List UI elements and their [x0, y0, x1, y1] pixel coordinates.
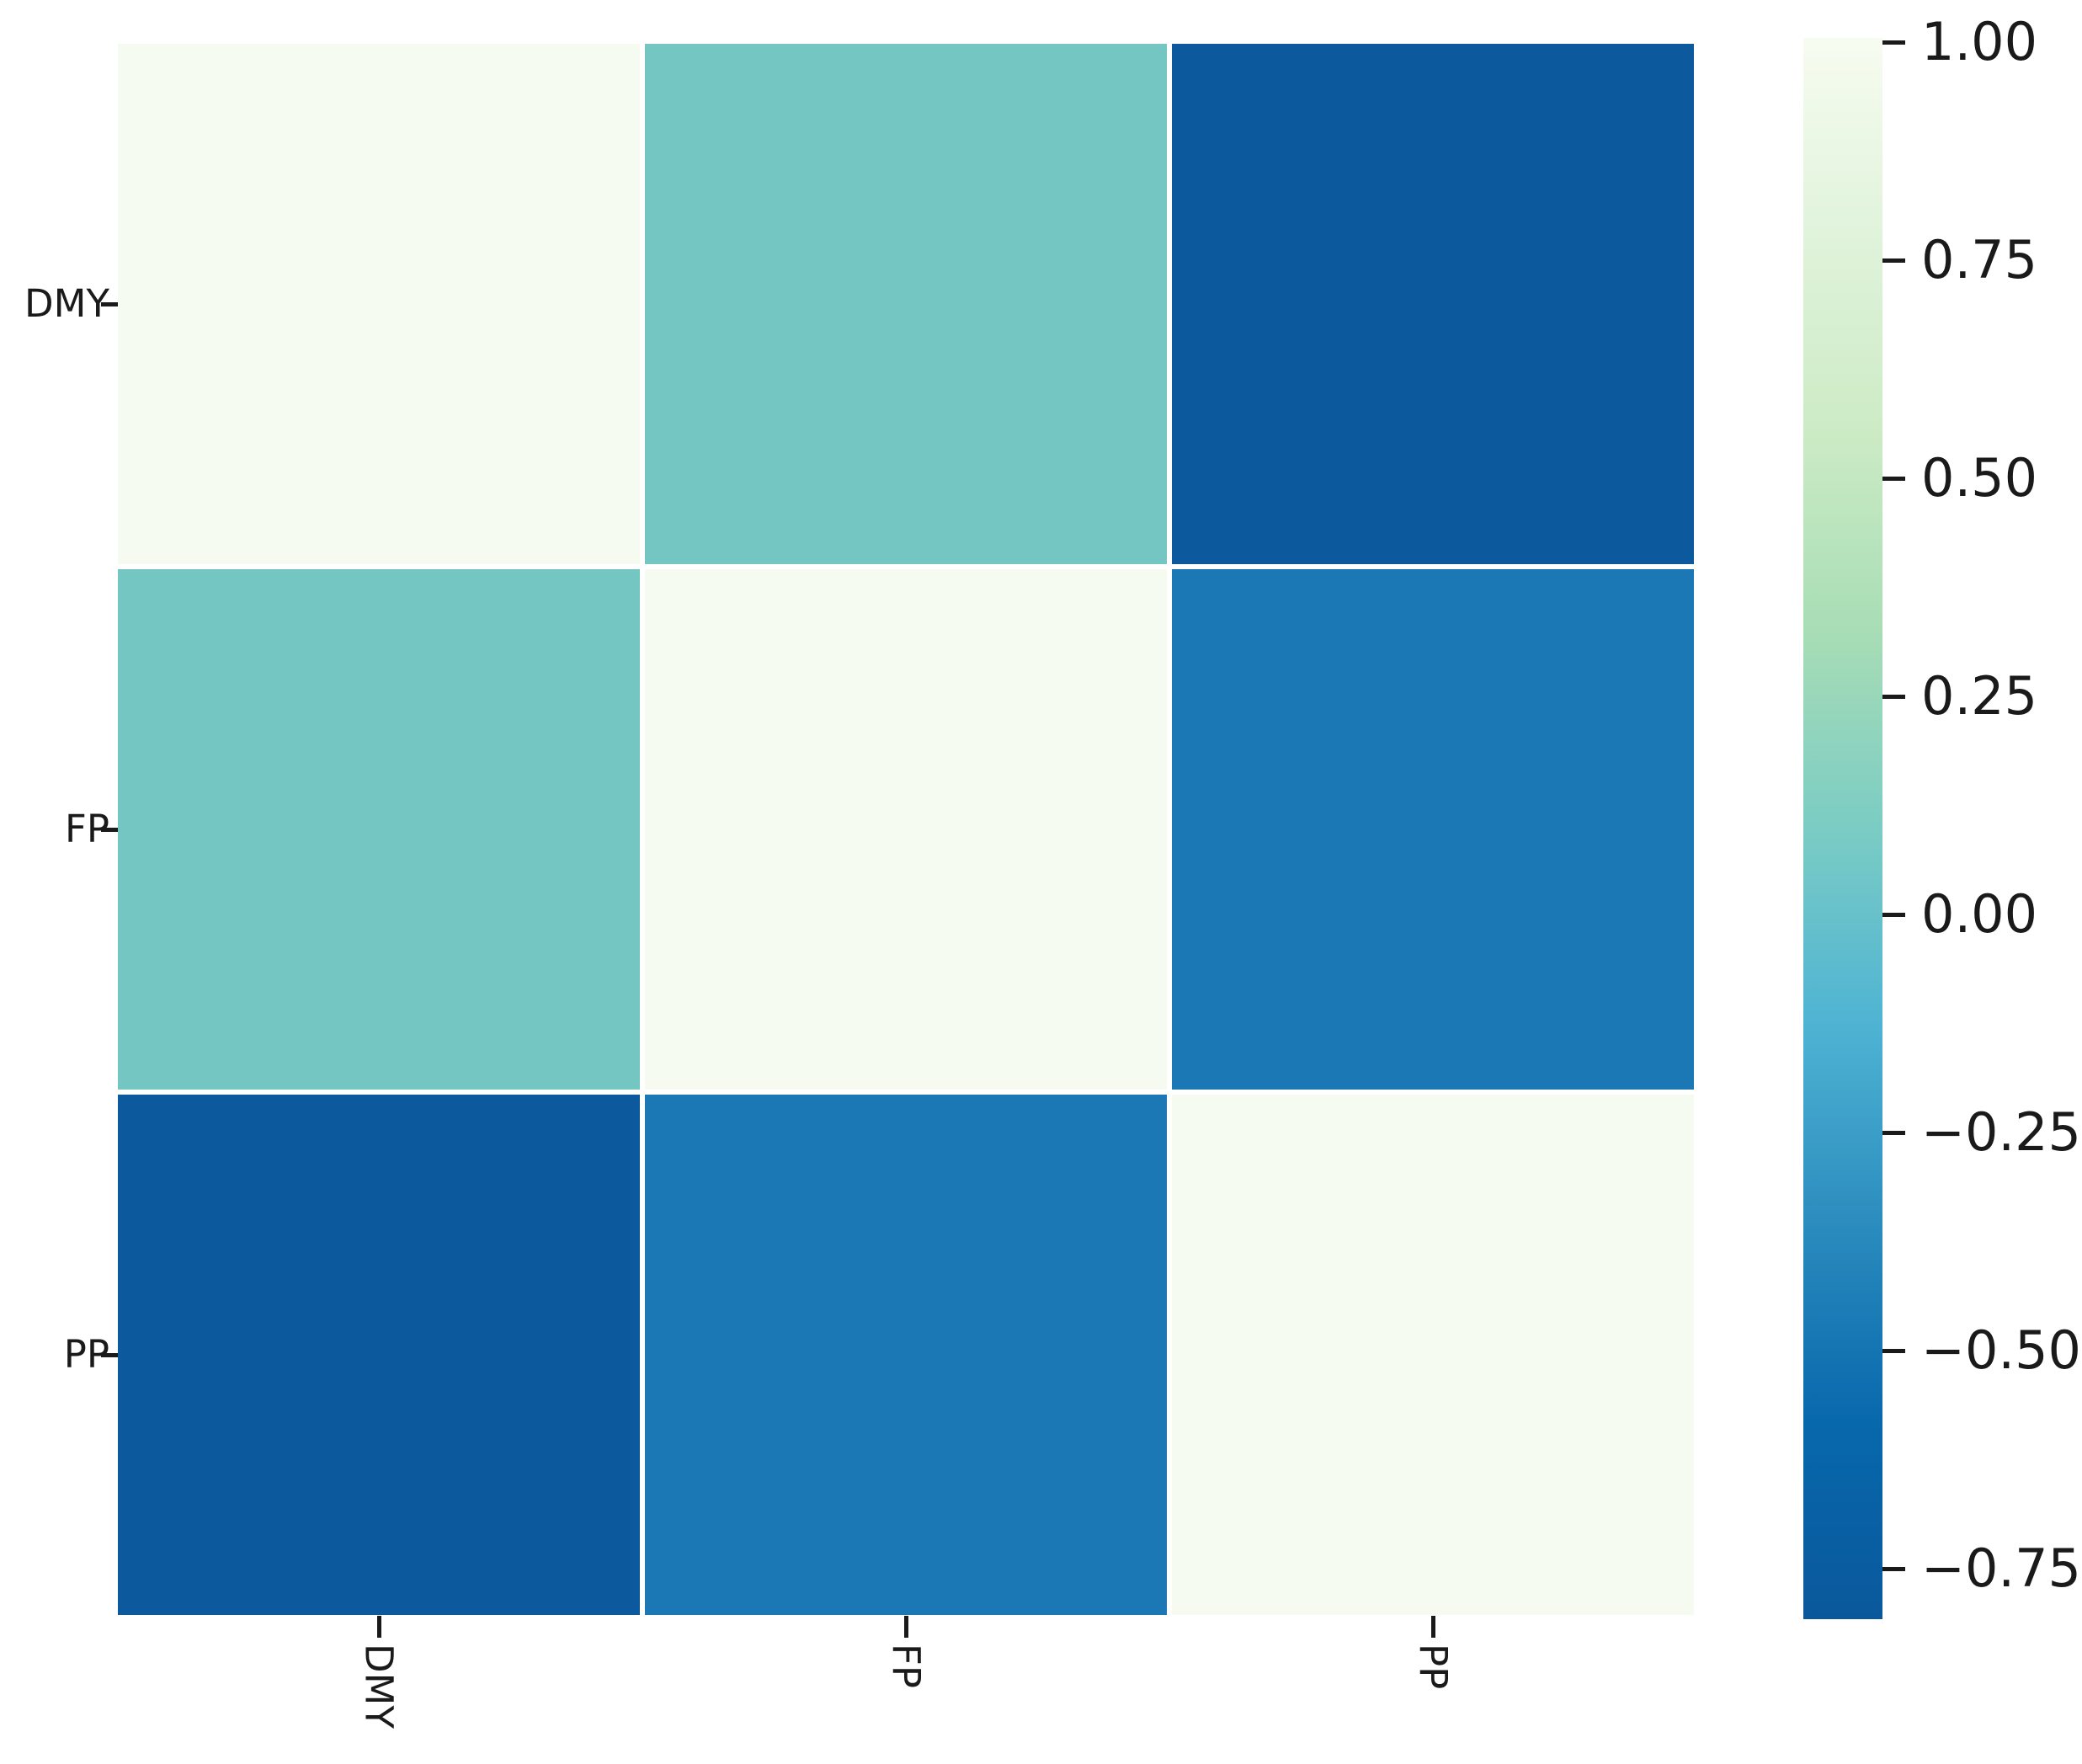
colorbar-tick-mark: [1882, 477, 1905, 481]
x-tick-mark: [377, 1616, 381, 1638]
y-tick-label-dmy: DMY: [24, 281, 109, 326]
colorbar-tick-mark: [1882, 913, 1905, 917]
heatmap-cell-PP-PP: [1172, 1095, 1694, 1615]
x-tick-label-fp: FP: [876, 1644, 935, 1764]
colorbar-tick-mark: [1882, 258, 1905, 263]
colorbar-tick-label--0.25: −0.25: [1921, 1101, 2081, 1163]
y-tick-mark: [101, 302, 118, 306]
x-tick-label-text: PP: [1410, 1644, 1456, 1690]
colorbar-tick-mark: [1882, 1131, 1905, 1135]
colorbar-tick-mark: [1882, 40, 1905, 45]
heatmap-cell-DMY-DMY: [118, 44, 640, 564]
colorbar-tick-mark: [1882, 1349, 1905, 1353]
x-tick-mark: [1431, 1616, 1435, 1638]
heatmap-cell-FP-DMY: [118, 569, 640, 1090]
x-tick-mark: [904, 1616, 908, 1638]
x-tick-label-pp: PP: [1403, 1644, 1462, 1764]
colorbar-tick-label-0.75: 0.75: [1921, 229, 2038, 290]
heatmap-cell-FP-FP: [645, 569, 1167, 1090]
x-tick-label-dmy: DMY: [349, 1644, 408, 1764]
colorbar-tick-mark: [1882, 695, 1905, 699]
heatmap-cell-FP-PP: [1172, 569, 1694, 1090]
y-tick-label-pp: PP: [63, 1332, 109, 1377]
colorbar-tick-label-0: 0.00: [1921, 883, 2038, 945]
heatmap-cell-PP-FP: [645, 1095, 1167, 1615]
heatmap-cell-DMY-FP: [645, 44, 1167, 564]
colorbar-tick-mark: [1882, 1567, 1905, 1571]
heatmap-cell-DMY-PP: [1172, 44, 1694, 564]
colorbar-tick-label-0.5: 0.50: [1921, 447, 2038, 509]
x-tick-label-text: FP: [883, 1644, 929, 1689]
colorbar-tick-label-1: 1.00: [1921, 11, 2038, 72]
colorbar-tick-label--0.5: −0.50: [1921, 1319, 2081, 1381]
colorbar-tick-label-0.25: 0.25: [1921, 665, 2038, 727]
y-tick-label-fp: FP: [64, 807, 109, 851]
y-tick-mark: [101, 1353, 118, 1357]
heatmap-cell-PP-DMY: [118, 1095, 640, 1615]
colorbar: [1803, 38, 1882, 1619]
heatmap-grid: [118, 44, 1694, 1615]
y-tick-mark: [101, 828, 118, 832]
x-tick-label-text: DMY: [356, 1644, 402, 1729]
colorbar-tick-label--0.75: −0.75: [1921, 1538, 2081, 1599]
